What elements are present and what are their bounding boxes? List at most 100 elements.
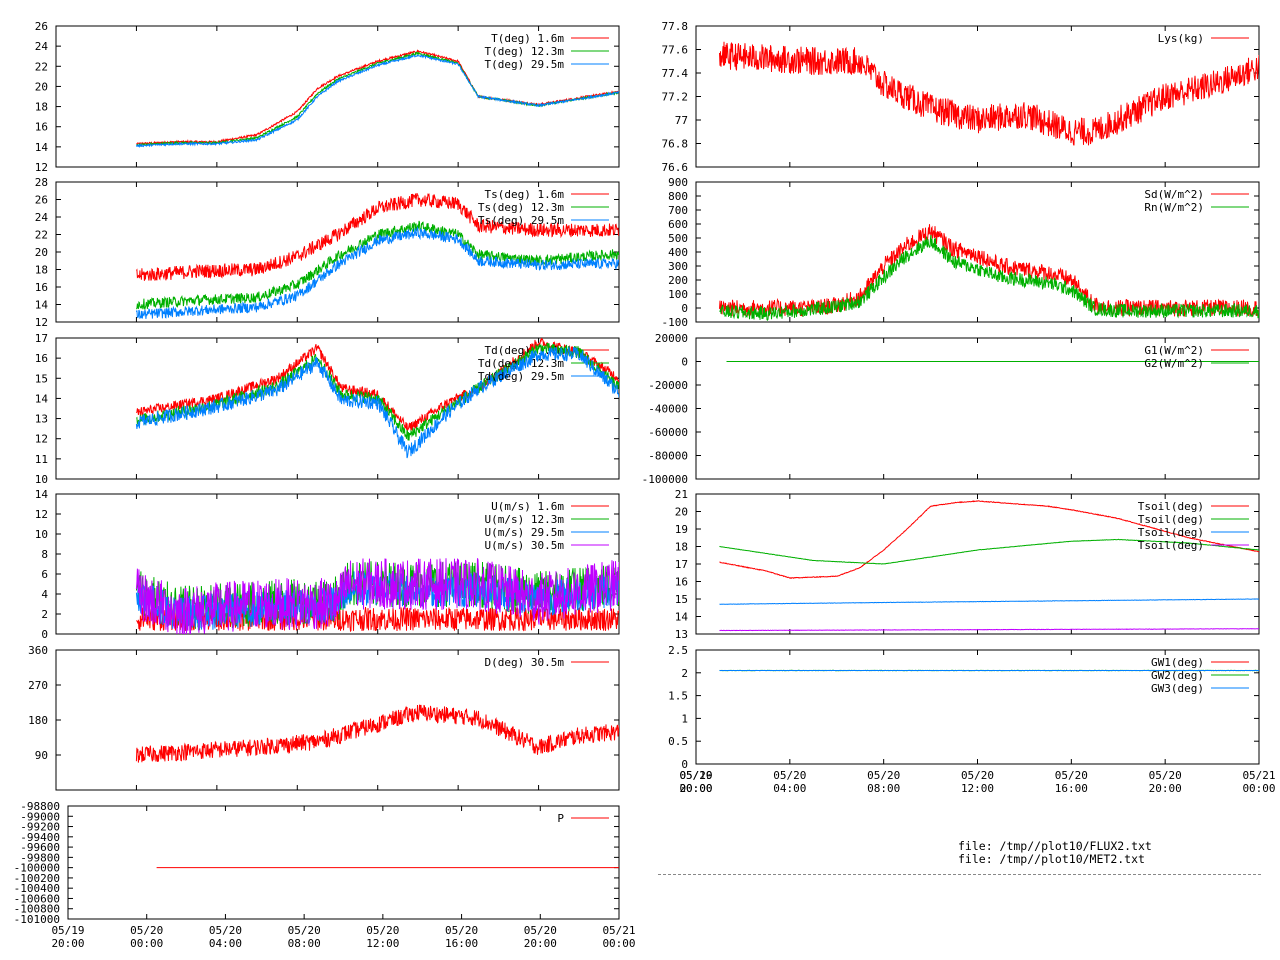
- series-line: [135, 220, 619, 311]
- x-tick-date: 05/20: [679, 769, 712, 782]
- legend-label: Td(deg) 29.5m: [478, 370, 564, 383]
- x-tick-date: 05/20: [773, 769, 806, 782]
- series-line: [135, 225, 619, 319]
- series-line: [135, 345, 619, 459]
- y-tick-label: -40000: [648, 403, 688, 416]
- x-tick-time: 16:00: [1055, 782, 1088, 795]
- y-tick-label: 270: [28, 679, 48, 692]
- legend-label: Ts(deg) 29.5m: [478, 214, 564, 227]
- y-tick-label: 90: [35, 749, 48, 762]
- x-tick-date: 05/20: [867, 769, 900, 782]
- x-tick-time: 08:00: [867, 782, 900, 795]
- y-tick-label: 18: [675, 541, 688, 554]
- y-tick-label: 100: [668, 288, 688, 301]
- y-tick-label: 180: [28, 714, 48, 727]
- plot-frame: [695, 25, 1260, 168]
- y-tick-label: -100000: [642, 473, 688, 486]
- legend-label: Rn(W/m^2): [1144, 201, 1204, 214]
- y-tick-label: -100400: [14, 882, 60, 895]
- y-tick-label: 12: [35, 433, 48, 446]
- chart-wind-direction: 360 270 180 90 D(deg) 30.5m: [28, 644, 620, 791]
- y-tick-label: 13: [675, 628, 688, 641]
- y-tick-label: 10: [35, 528, 48, 541]
- x-tick-date: 05/21: [1242, 769, 1275, 782]
- y-tick-label: 360: [28, 644, 48, 657]
- y-tick-label: 26: [35, 20, 48, 33]
- y-tick-label: 4: [41, 588, 48, 601]
- y-tick-label: 77.2: [662, 91, 689, 104]
- y-tick-label: 500: [668, 232, 688, 245]
- y-tick-label: 28: [35, 176, 48, 189]
- series-line: [135, 192, 619, 281]
- series-line: [719, 235, 1259, 321]
- y-tick-label: 12: [35, 161, 48, 174]
- y-tick-label: -99400: [20, 831, 60, 844]
- y-tick-label: -101000: [14, 913, 60, 926]
- series-line: [719, 41, 1259, 146]
- legend-label: T(deg) 1.6m: [491, 32, 564, 45]
- plot-frame: [55, 25, 620, 168]
- y-tick-label: 6: [41, 568, 48, 581]
- y-tick-label: -80000: [648, 450, 688, 463]
- y-tick-label: 15: [675, 593, 688, 606]
- legend-label: T(deg) 29.5m: [485, 58, 565, 71]
- plot-frame: [55, 337, 620, 480]
- file-line-flux: file: /tmp//plot10/FLUX2.txt: [958, 839, 1152, 853]
- legend-label: Lys(kg): [1158, 32, 1204, 45]
- legend-label: Ts(deg) 12.3m: [478, 201, 564, 214]
- series-line: [135, 53, 619, 149]
- y-tick-label: -100800: [14, 903, 60, 916]
- y-tick-label: 800: [668, 190, 688, 203]
- y-tick-label: 18: [35, 264, 48, 277]
- file-line-met: file: /tmp//plot10/MET2.txt: [958, 852, 1145, 866]
- y-tick-label: 14: [35, 392, 49, 405]
- plot-frame: [55, 649, 620, 791]
- y-tick-label: 900: [668, 176, 688, 189]
- y-tick-label: -99200: [20, 821, 60, 834]
- y-tick-label: 12: [35, 508, 48, 521]
- y-tick-label: 18: [35, 101, 48, 114]
- x-tick-date: 05/19: [51, 924, 84, 937]
- y-tick-label: 13: [35, 413, 48, 426]
- x-tick-date: 05/20: [1055, 769, 1088, 782]
- x-tick-date: 05/20: [209, 924, 242, 937]
- x-tick-time: 08:00: [288, 937, 321, 950]
- y-tick-label: -99600: [20, 841, 60, 854]
- y-tick-label: 1: [681, 712, 688, 725]
- y-tick-label: 20: [675, 506, 688, 519]
- y-tick-label: 17: [675, 558, 688, 571]
- x-tick-time: 00:00: [602, 937, 635, 950]
- y-tick-label: 2: [681, 667, 688, 680]
- x-tick-time: 20:00: [524, 937, 557, 950]
- chart-soil-moisture: 2.521.510.5005/2000:0005/2004:0005/2008:…: [668, 644, 1275, 795]
- y-tick-label: -100600: [14, 892, 60, 905]
- x-tick-date: 05/20: [961, 769, 994, 782]
- y-tick-label: 77.4: [662, 67, 689, 80]
- y-tick-label: 200: [668, 274, 688, 287]
- y-tick-label: 22: [35, 60, 48, 73]
- y-tick-label: -60000: [648, 426, 688, 439]
- legend-label: Ts(deg) 1.6m: [485, 188, 565, 201]
- y-tick-label: 2.5: [668, 644, 688, 657]
- x-tick-date: 05/21: [602, 924, 635, 937]
- legend-label: D(deg) 30.5m: [485, 656, 565, 669]
- divider: [658, 874, 1261, 875]
- x-tick-date: 05/20: [524, 924, 557, 937]
- x-tick-time: 04:00: [773, 782, 806, 795]
- series-line: [135, 558, 619, 634]
- y-tick-label: 0: [681, 758, 688, 771]
- x-tick-date: 05/20: [130, 924, 163, 937]
- legend-label: U(m/s) 29.5m: [485, 526, 565, 539]
- x-tick-time: 04:00: [209, 937, 242, 950]
- y-tick-label: 16: [35, 281, 48, 294]
- y-tick-label: 77.8: [662, 20, 689, 33]
- legend-label: U(m/s) 1.6m: [491, 500, 564, 513]
- y-tick-label: 300: [668, 260, 688, 273]
- y-tick-label: 14: [35, 141, 49, 154]
- x-tick-time: 00:00: [130, 937, 163, 950]
- chart-load-cell: 77.8 77.6 77.4 77.2 77 76.8 76.6 Lys(kg): [662, 20, 1260, 174]
- y-tick-label: 77.6: [662, 44, 689, 57]
- series-line: [719, 598, 1259, 605]
